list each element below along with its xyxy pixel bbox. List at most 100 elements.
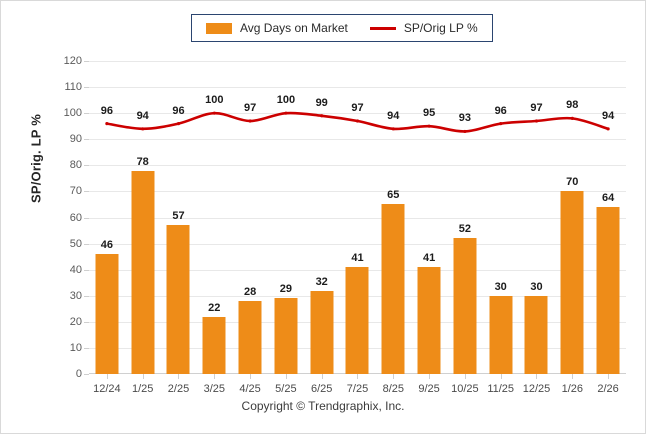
x-axis-tick-label: 12/24: [93, 383, 121, 395]
bar-slot[interactable]: 78: [125, 61, 161, 374]
bar-slot[interactable]: 64: [590, 61, 626, 374]
x-axis-tick: [106, 374, 108, 379]
y-axis-tick: [84, 321, 89, 323]
line-value-label: 98: [566, 99, 579, 112]
legend-item-bars: Avg Days on Market: [206, 21, 348, 35]
x-axis-slot: 7/25: [340, 61, 376, 395]
bar[interactable]: [166, 225, 190, 374]
bar-slot[interactable]: 32: [304, 61, 340, 374]
bar[interactable]: [417, 267, 441, 374]
y-axis-tick: [84, 165, 89, 167]
bar[interactable]: [489, 295, 513, 374]
bar-slot[interactable]: 41: [411, 61, 447, 374]
x-axis-slot: 2/25: [161, 61, 197, 395]
gridline: [89, 191, 626, 193]
bar-value-label: 30: [494, 280, 507, 293]
bar[interactable]: [131, 170, 155, 374]
bar[interactable]: [95, 254, 119, 374]
y-axis-tick: [84, 243, 89, 245]
line-label-slot: 96: [161, 61, 197, 374]
x-axis-tick: [429, 374, 431, 379]
line-label-slot: 96: [483, 61, 519, 374]
line-label-slot: 98: [554, 61, 590, 374]
x-axis-tick-label: 10/25: [451, 383, 479, 395]
copyright-text: Copyright © Trendgraphix, Inc.: [241, 399, 405, 413]
y-axis-tick-label: 0: [75, 368, 82, 380]
bar-value-label: 41: [422, 252, 436, 265]
x-axis-slot: 4/25: [232, 61, 268, 395]
y-axis-tick-label: 10: [69, 341, 82, 354]
line-label-slot: 95: [411, 61, 447, 374]
bar-value-label: 32: [315, 275, 328, 288]
line-value-label: 97: [243, 101, 257, 114]
x-axis-tick-label: 6/25: [310, 383, 333, 395]
bar-value-label: 57: [172, 210, 185, 223]
y-axis-tick-label: 30: [69, 289, 82, 302]
bar[interactable]: [560, 191, 584, 374]
x-axis-tick-label: 1/26: [561, 383, 583, 395]
bar-slot[interactable]: 30: [519, 61, 555, 374]
bar[interactable]: [453, 238, 477, 374]
x-axis-tick-label: 1/25: [131, 383, 154, 395]
bar-slot[interactable]: 46: [89, 61, 125, 374]
bar[interactable]: [310, 290, 334, 374]
bar-slot[interactable]: 22: [196, 61, 232, 374]
line-value-label: 99: [315, 96, 328, 109]
x-axis-tick-label: 4/25: [239, 383, 261, 395]
y-axis-tick-label: 120: [63, 55, 82, 67]
y-axis-tick: [84, 217, 89, 219]
gridline: [89, 87, 626, 89]
x-axis-slot: 3/25: [196, 61, 232, 395]
x-axis-slot: 11/25: [483, 61, 519, 395]
bar-value-label: 78: [136, 155, 149, 168]
line-label-slot: 94: [375, 61, 411, 374]
x-axis-tick-label: 12/25: [522, 383, 551, 395]
gridline: [89, 217, 626, 219]
y-axis-tick: [84, 191, 89, 193]
bar-slot[interactable]: 29: [268, 61, 304, 374]
y-axis-tick-label: 110: [64, 81, 82, 94]
x-axis-slot: 8/25: [375, 61, 411, 395]
bar[interactable]: [274, 298, 298, 374]
y-axis-tick: [84, 347, 89, 349]
x-axis-tick: [393, 374, 395, 379]
gridline: [89, 243, 626, 245]
x-axis-tick: [285, 374, 287, 379]
bar[interactable]: [202, 316, 226, 374]
line-value-label: 97: [530, 101, 543, 114]
x-axis-tick: [321, 374, 323, 379]
bar-value-label: 65: [387, 189, 400, 202]
bar-slot[interactable]: 65: [375, 61, 411, 374]
y-axis-title: SP/Orig. LP %: [28, 113, 44, 204]
bar-slot[interactable]: 52: [447, 61, 483, 374]
bar-value-label: 29: [279, 283, 293, 296]
line-value-label: 95: [422, 107, 436, 120]
y-axis-tick-label: 80: [69, 159, 82, 172]
y-axis-tick-label: 90: [69, 133, 82, 146]
line-value-label: 96: [100, 104, 114, 117]
line-label-slot: 94: [125, 61, 161, 374]
bar[interactable]: [238, 300, 262, 374]
gridline: [89, 165, 626, 167]
line-label-slot: 97: [519, 61, 555, 374]
bar[interactable]: [596, 207, 620, 374]
legend-item-line: SP/Orig LP %: [369, 21, 478, 35]
bar[interactable]: [345, 267, 369, 374]
bar[interactable]: [381, 204, 405, 374]
bar-slot[interactable]: 57: [161, 61, 197, 374]
bar-slot[interactable]: 28: [232, 61, 268, 374]
x-axis-tick: [464, 374, 466, 379]
line-value-label: 96: [494, 104, 507, 117]
line-label-slot: 96: [89, 61, 125, 374]
x-axis-slot: 12/25: [519, 61, 555, 395]
y-axis-tick: [84, 87, 89, 89]
x-axis-slot: 1/25: [125, 61, 161, 395]
bar-slot[interactable]: 41: [340, 61, 376, 374]
x-axis-tick-label: 8/25: [382, 383, 404, 395]
x-axis-tick: [572, 374, 574, 379]
bar[interactable]: [524, 295, 548, 374]
bar-slot[interactable]: 30: [483, 61, 519, 374]
bar-slot[interactable]: 70: [554, 61, 590, 374]
x-axis-tick-label: 9/25: [418, 383, 440, 395]
x-axis-slot: 5/25: [268, 61, 304, 395]
